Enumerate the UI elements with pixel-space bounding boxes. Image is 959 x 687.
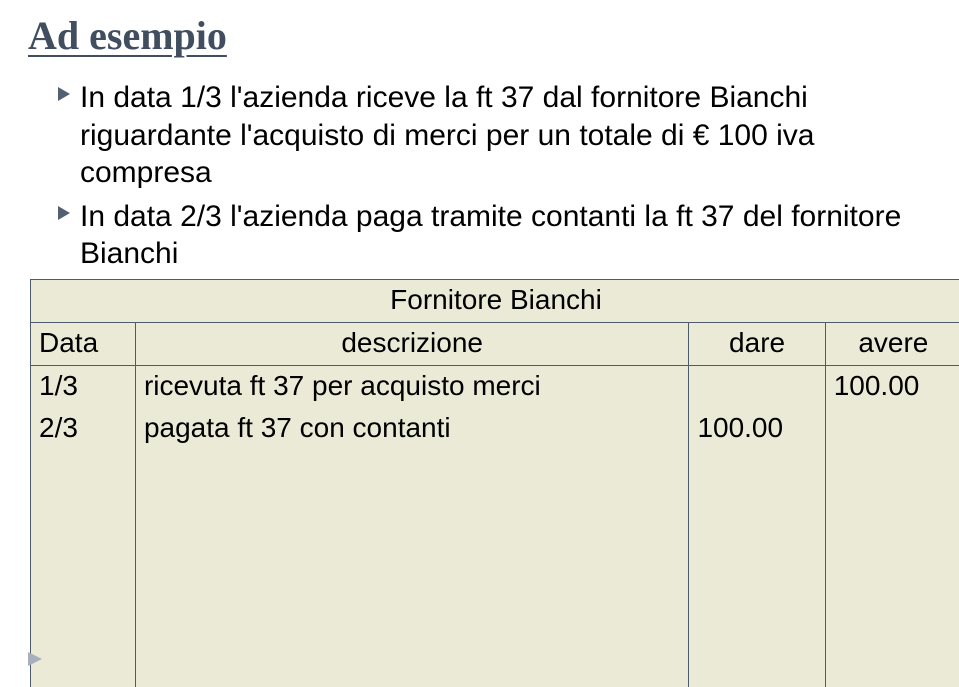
bullet-text: In data 2/3 l'azienda paga tramite conta… (80, 198, 941, 273)
ledger-header-row: Data descrizione dare avere (31, 322, 959, 365)
cell-desc: pagata ft 37 con contanti (135, 408, 689, 450)
ledger-account-title: Fornitore Bianchi (31, 279, 959, 322)
cell-desc: ricevuta ft 37 per acquisto merci (135, 365, 689, 408)
col-header-avere: avere (825, 322, 959, 365)
cell-data: 1/3 (31, 365, 136, 408)
ledger-table: Fornitore Bianchi Data descrizione dare … (30, 279, 959, 687)
cell-data: 2/3 (31, 408, 136, 450)
col-header-desc: descrizione (135, 322, 689, 365)
table-row: 1/3 ricevuta ft 37 per acquisto merci 10… (31, 365, 959, 408)
ledger-table-wrap: Fornitore Bianchi Data descrizione dare … (30, 279, 941, 687)
cell-dare: 100.00 (689, 408, 825, 450)
slide: Ad esempio In data 1/3 l'azienda riceve … (0, 0, 959, 687)
ledger-filler-row (31, 450, 959, 687)
footer-triangle-icon (28, 652, 42, 671)
list-item: In data 2/3 l'azienda paga tramite conta… (58, 198, 941, 273)
ledger-title-row: Fornitore Bianchi (31, 279, 959, 322)
cell-avere (825, 408, 959, 450)
bullet-list: In data 1/3 l'azienda riceve la ft 37 da… (58, 79, 941, 273)
list-item: In data 1/3 l'azienda riceve la ft 37 da… (58, 79, 941, 192)
triangle-bullet-icon (58, 79, 80, 109)
cell-dare (689, 365, 825, 408)
cell-avere: 100.00 (825, 365, 959, 408)
triangle-bullet-icon (58, 198, 80, 228)
col-header-dare: dare (689, 322, 825, 365)
slide-title: Ad esempio (28, 12, 941, 59)
table-row: 2/3 pagata ft 37 con contanti 100.00 (31, 408, 959, 450)
bullet-text: In data 1/3 l'azienda riceve la ft 37 da… (80, 79, 941, 192)
col-header-data: Data (31, 322, 136, 365)
